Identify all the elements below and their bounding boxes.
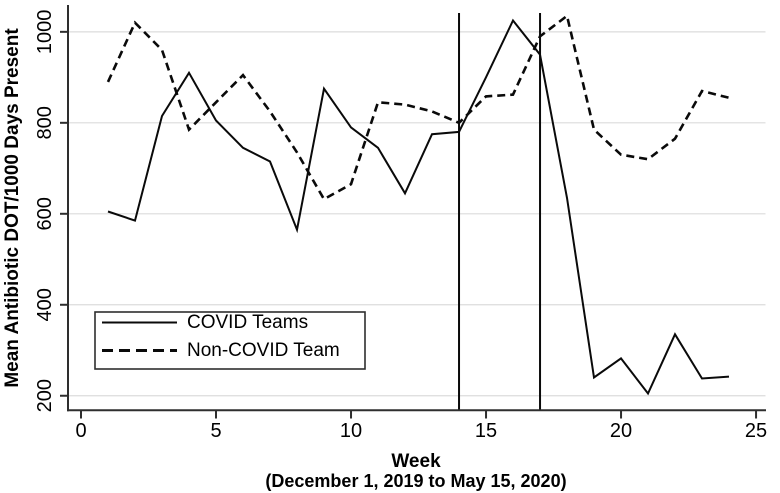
covid-teams-line: [107, 18, 730, 396]
x-tick-label: 25: [745, 420, 767, 442]
legend-label: Non-COVID Team: [187, 340, 340, 361]
x-tick-label: 15: [475, 420, 497, 442]
non-covid-team-line: [106, 13, 730, 201]
x-tick-label: 20: [610, 420, 632, 442]
x-axis-ticks: 0 5 10 15 20 25: [75, 410, 767, 442]
x-axis-subtitle: (December 1, 2019 to May 15, 2020): [265, 471, 566, 491]
y-axis-title: Mean Antibiotic DOT/1000 Days Present: [2, 28, 23, 388]
axes: [67, 5, 766, 412]
y-axis-ticks: 200 400 600 800 1000: [34, 10, 68, 412]
legend-label: COVID Teams: [187, 312, 308, 333]
x-axis-title: Week: [391, 451, 441, 472]
x-tick-label: 5: [210, 420, 221, 442]
y-tick-label: 400: [34, 288, 56, 321]
x-tick-label: 10: [340, 420, 362, 442]
data-series: [106, 13, 730, 396]
gridlines: [69, 31, 766, 397]
legend: COVID Teams Non-COVID Team: [94, 311, 366, 370]
y-tick-label: 1000: [34, 10, 56, 55]
reference-lines: [458, 13, 542, 410]
y-tick-label: 600: [34, 197, 56, 230]
y-tick-label: 200: [34, 379, 56, 412]
x-tick-label: 0: [75, 420, 86, 442]
y-tick-label: 800: [34, 106, 56, 139]
